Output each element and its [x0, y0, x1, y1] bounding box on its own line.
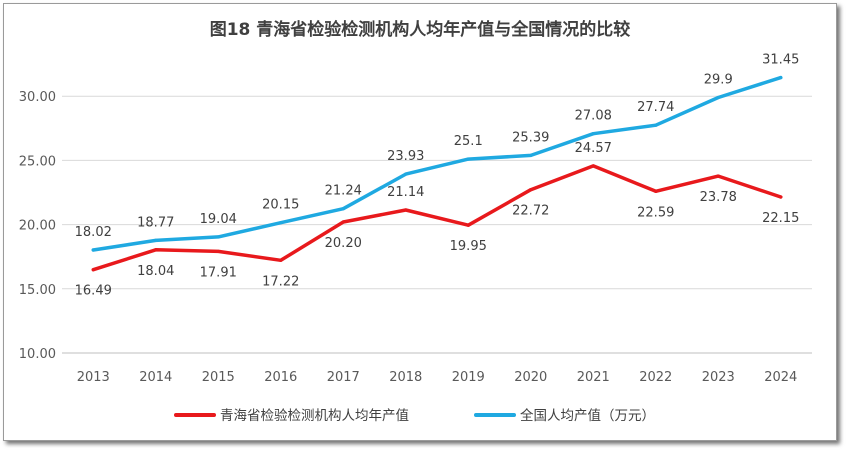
- data-point-national: [716, 95, 720, 100]
- x-tick-label: 2019: [452, 370, 485, 385]
- data-label-qinghai: 22.15: [762, 211, 799, 226]
- data-label-national: 27.08: [575, 109, 612, 124]
- x-axis-ticks: 2013 2014 2015 2016 2017 2018 2019 2020 2021 2022…: [77, 370, 798, 385]
- data-point-national: [91, 248, 95, 252]
- grid-layer: [62, 95, 812, 354]
- data-point-qinghai: [91, 268, 95, 272]
- data-label-qinghai: 20.20: [325, 236, 362, 251]
- data-point-national: [404, 172, 408, 176]
- series-line-qinghai: [91, 164, 783, 272]
- data-label-national: 27.74: [637, 100, 674, 115]
- x-tick-label: 2015: [202, 370, 235, 385]
- chart-title: 图18 青海省检验检测机构人均年产值与全国情况的比较: [210, 19, 631, 40]
- legend-label-qinghai: 青海省检验检测机构人均年产值: [220, 408, 409, 424]
- data-label-national: 21.24: [325, 184, 362, 199]
- data-label-national: 18.77: [137, 215, 174, 230]
- series-layer: [91, 75, 783, 272]
- data-label-national: 20.15: [262, 198, 299, 213]
- data-point-national: [466, 157, 470, 161]
- x-tick-label: 2022: [639, 370, 672, 385]
- x-tick-label: 2017: [327, 370, 360, 385]
- series-line-national: [91, 75, 783, 252]
- data-label-national: 29.9: [704, 72, 733, 87]
- x-tick-label: 2023: [702, 370, 735, 385]
- x-tick-label: 2018: [389, 370, 422, 385]
- data-point-national: [591, 132, 595, 136]
- data-point-national: [279, 221, 283, 225]
- data-label-national: 31.45: [762, 53, 799, 68]
- legend: 青海省检验检测机构人均年产值 全国人均产值（万元）: [174, 407, 655, 424]
- data-point-national: [341, 207, 345, 211]
- chart-frame: 图18 青海省检验检测机构人均年产值与全国情况的比较 10.00 15.00 20.…: [3, 3, 837, 441]
- legend-label-national: 全国人均产值（万元）: [520, 407, 655, 424]
- data-point-national: [654, 123, 658, 127]
- y-tick-label: 10.00: [19, 347, 56, 362]
- x-tick-label: 2014: [139, 370, 172, 385]
- data-point-national: [779, 75, 783, 80]
- data-point-qinghai: [654, 189, 658, 193]
- data-label-qinghai: 22.72: [512, 204, 549, 219]
- data-label-qinghai: 23.78: [700, 190, 737, 205]
- y-tick-label: 25.00: [19, 154, 56, 169]
- data-label-national: 25.39: [512, 130, 549, 145]
- x-tick-label: 2016: [264, 370, 297, 385]
- data-point-qinghai: [404, 208, 408, 212]
- x-tick-label: 2013: [77, 370, 110, 385]
- y-tick-label: 15.00: [19, 283, 56, 298]
- data-label-qinghai: 17.22: [262, 274, 299, 289]
- data-point-qinghai: [591, 164, 595, 168]
- data-label-national: 23.93: [387, 149, 424, 164]
- data-label-national: 18.02: [75, 225, 112, 240]
- data-point-qinghai: [279, 258, 283, 262]
- data-label-qinghai: 17.91: [200, 265, 237, 280]
- chart-svg: 图18 青海省检验检测机构人均年产值与全国情况的比较 10.00 15.00 20.…: [19, 19, 812, 424]
- data-point-qinghai: [466, 223, 470, 227]
- y-tick-label: 30.00: [19, 90, 56, 105]
- data-label-national: 19.04: [200, 212, 237, 227]
- data-point-qinghai: [154, 248, 158, 252]
- x-tick-label: 2021: [577, 370, 610, 385]
- x-tick-label: 2020: [514, 370, 547, 385]
- data-point-qinghai: [716, 174, 720, 178]
- data-point-qinghai: [529, 188, 533, 192]
- data-label-qinghai: 22.59: [637, 205, 674, 220]
- data-point-national: [529, 153, 533, 157]
- data-point-qinghai: [779, 195, 783, 199]
- data-point-national: [216, 235, 220, 239]
- data-label-qinghai: 19.95: [450, 239, 487, 254]
- data-label-qinghai: 18.04: [137, 264, 174, 279]
- y-axis-ticks: 10.00 15.00 20.00 25.00 30.00: [19, 90, 56, 362]
- data-label-qinghai: 24.57: [575, 141, 612, 156]
- data-point-qinghai: [341, 220, 345, 224]
- y-tick-label: 20.00: [19, 219, 56, 234]
- data-label-national: 25.1: [454, 134, 483, 149]
- data-point-national: [154, 238, 158, 242]
- x-tick-label: 2024: [764, 370, 797, 385]
- data-label-qinghai: 21.14: [387, 185, 424, 200]
- data-label-qinghai: 16.49: [75, 284, 112, 299]
- data-point-qinghai: [216, 249, 220, 254]
- data-labels: 16.49 18.04 17.91 17.22 20.20 21.14 19.95 22.72…: [75, 53, 800, 299]
